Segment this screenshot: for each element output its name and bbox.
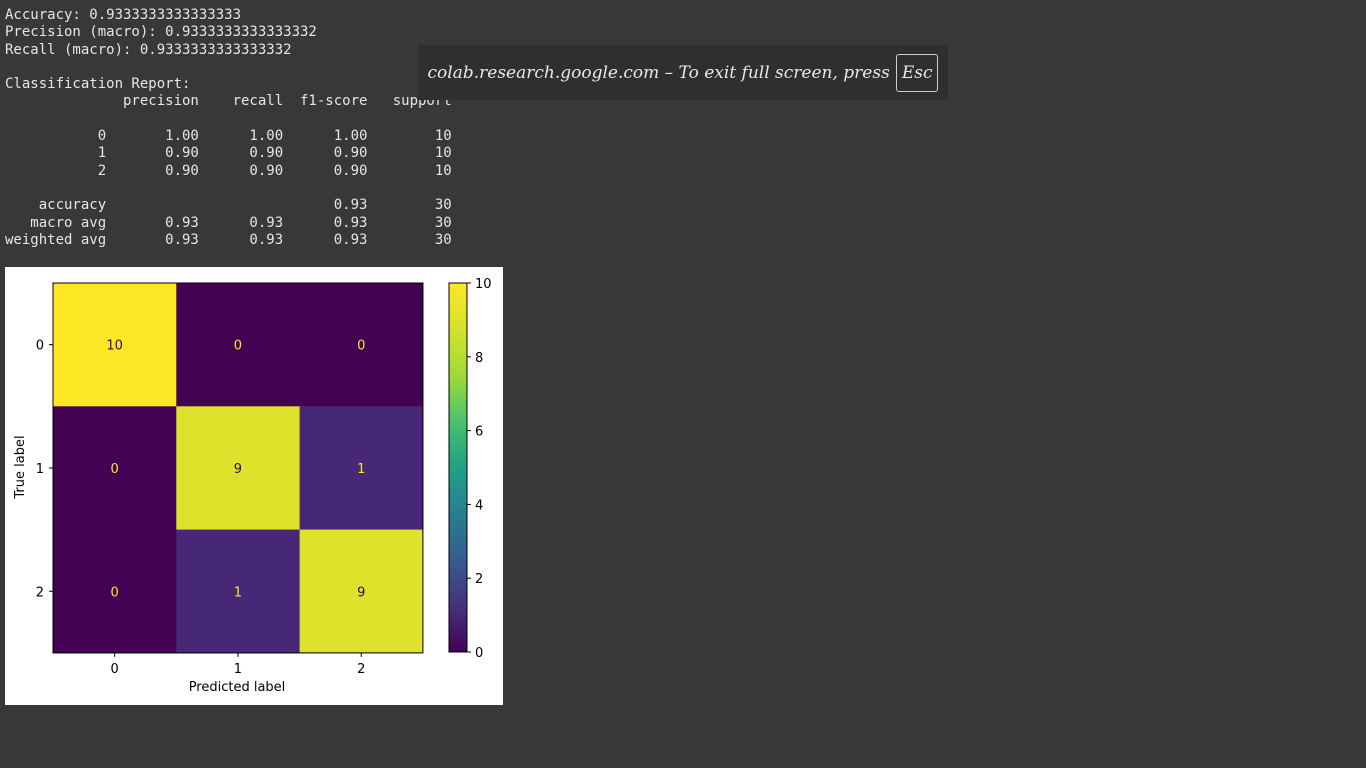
cell-value-label: 9	[234, 462, 242, 477]
heatmap-cell	[299, 406, 424, 531]
colorbar-tick-label: 8	[475, 351, 483, 366]
cell-value-label: 1	[357, 462, 365, 477]
y-tick-label: 0	[36, 339, 44, 354]
heatmap-cell	[299, 283, 424, 407]
y-axis-label: True label	[13, 435, 28, 499]
colorbar-tick-label: 0	[475, 646, 483, 661]
output-line: 2 0.90 0.90 0.90 10	[5, 162, 452, 179]
output-line: precision recall f1-score support	[5, 93, 452, 110]
output-line: Classification Report:	[5, 76, 191, 93]
esc-key-badge: Esc	[895, 53, 939, 92]
y-tick-label: 2	[36, 585, 44, 600]
heatmap-cell	[299, 529, 424, 654]
cell-value-label: 0	[357, 339, 365, 354]
x-tick-label: 0	[111, 662, 119, 677]
output-line: macro avg 0.93 0.93 0.93 30	[5, 214, 452, 231]
cell-value-label: 9	[357, 585, 365, 600]
output-line: Recall (macro): 0.9333333333333332	[5, 41, 292, 58]
heatmap-cell	[53, 529, 177, 654]
colorbar	[448, 282, 468, 653]
heatmap-cell	[53, 406, 177, 531]
heatmap-cell	[176, 529, 301, 654]
x-tick-label: 1	[234, 662, 242, 677]
output-line: Accuracy: 0.9333333333333333	[5, 7, 242, 23]
colorbar-tick-label: 4	[475, 498, 483, 513]
output-line	[5, 180, 452, 197]
cell-value-label: 0	[234, 339, 242, 354]
y-tick-label: 1	[36, 462, 44, 477]
colorbar-tick-label: 6	[475, 425, 483, 440]
output-line: Precision (macro): 0.9333333333333332	[5, 24, 317, 41]
output-line	[5, 59, 452, 76]
output-line: 0 1.00 1.00 1.00 10	[5, 128, 452, 145]
output-line: 1 0.90 0.90 0.90 10	[5, 145, 452, 162]
colorbar-tick-label: 2	[475, 572, 483, 587]
output-line: weighted avg 0.93 0.93 0.93 30	[5, 231, 452, 248]
output-line	[5, 111, 452, 128]
cell-value-label: 1	[234, 585, 242, 600]
heatmap-cell	[176, 406, 301, 531]
output-line: accuracy 0.93 30	[5, 197, 452, 214]
cell-value-label: 0	[111, 585, 119, 600]
fullscreen-notice-text: colab.research.google.com – To exit full…	[427, 62, 890, 83]
heatmap-cell	[53, 283, 177, 407]
cell-value-label: 10	[106, 339, 123, 354]
fullscreen-notice: colab.research.google.com – To exit full…	[418, 45, 948, 100]
cell-output: Accuracy: 0.9333333333333333 Precision (m…	[5, 7, 452, 249]
heatmap-cell	[176, 283, 301, 407]
x-axis-label: Predicted label	[189, 680, 286, 695]
cell-value-label: 0	[111, 462, 119, 477]
x-tick-label: 2	[357, 662, 365, 677]
colorbar-tick-label: 10	[475, 277, 492, 292]
